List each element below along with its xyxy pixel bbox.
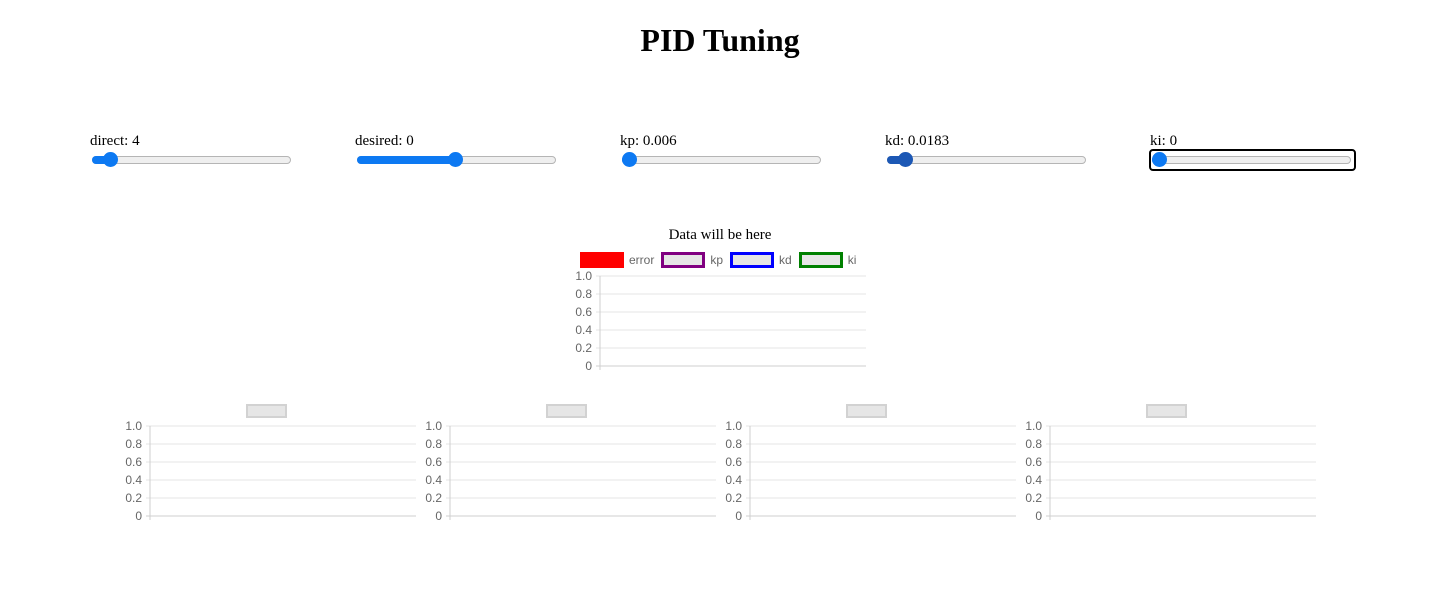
legend-label-kd: kd xyxy=(779,253,792,267)
chart-2-y-tick-label: 0.6 xyxy=(425,455,442,469)
legend-swatch-error xyxy=(580,252,624,268)
desired-slider[interactable] xyxy=(355,150,560,170)
chart-4-legend-swatch[interactable] xyxy=(1146,404,1187,418)
main-chart-title: Data will be here xyxy=(668,227,772,243)
kp-slider[interactable] xyxy=(620,150,825,170)
main-chart: 1.0 0.8 0.6 0.4 0.2 0 xyxy=(575,269,866,373)
legend-item-ki[interactable]: ki xyxy=(798,252,857,268)
slider-rail xyxy=(622,156,821,164)
ki-slider[interactable] xyxy=(1149,149,1356,171)
slider-label-direct: direct: 4 xyxy=(90,133,140,149)
slider-desired: desired: 0 xyxy=(355,132,560,170)
chart-1-y-tick-label: 0.4 xyxy=(125,473,142,487)
slider-thumb[interactable] xyxy=(102,152,118,167)
slider-rail xyxy=(1152,156,1351,164)
chart-4-y-tick-label: 1.0 xyxy=(1025,419,1042,433)
chart-3-y-tick-label: 0.8 xyxy=(725,437,742,451)
chart-4-y-tick-label: 0.6 xyxy=(1025,455,1042,469)
legend-swatch-kp xyxy=(661,252,706,268)
chart-0-y-tick-label: 0 xyxy=(585,359,592,373)
legend-label-ki: ki xyxy=(847,253,857,267)
chart-1-y-tick-label: 0.6 xyxy=(125,455,142,469)
legend-label-error: error xyxy=(629,253,655,267)
chart-2-y-tick-label: 0 xyxy=(435,509,442,523)
chart-2-y-tick-label: 0.8 xyxy=(425,437,442,451)
small-chart-3: 1.0 0.8 0.6 0.4 0.2 0 xyxy=(725,419,1016,523)
chart-3-y-tick-label: 0.2 xyxy=(725,491,742,505)
chart-0-y-tick-label: 0.4 xyxy=(575,323,592,337)
slider-label-kd: kd: 0.0183 xyxy=(885,133,950,149)
chart-1-y-tick-label: 0.2 xyxy=(125,491,142,505)
slider-thumb[interactable] xyxy=(448,152,463,167)
page-title: PID Tuning xyxy=(640,22,800,58)
slider-label-desired: desired: 0 xyxy=(355,133,414,149)
chart-1-legend-swatch[interactable] xyxy=(246,404,287,418)
chart-4-y-tick-label: 0.2 xyxy=(1025,491,1042,505)
small-chart-1: 1.0 0.8 0.6 0.4 0.2 0 xyxy=(125,419,416,523)
chart-1-y-tick-label: 0.8 xyxy=(125,437,142,451)
chart-1-y-tick-label: 0 xyxy=(135,509,142,523)
kd-slider[interactable] xyxy=(885,150,1090,170)
chart-1-y-tick-label: 1.0 xyxy=(125,419,142,433)
slider-kd: kd: 0.0183 xyxy=(885,132,1090,170)
chart-4-y-tick-label: 0.4 xyxy=(1025,473,1042,487)
slider-fill xyxy=(887,156,906,164)
direct-slider[interactable] xyxy=(90,150,295,170)
legend-swatch-kd xyxy=(730,252,775,268)
chart-0-y-tick-label: 0.8 xyxy=(575,287,592,301)
legend-item-kd[interactable]: kd xyxy=(730,252,792,268)
slider-kp: kp: 0.006 xyxy=(620,132,825,170)
chart-3-y-tick-label: 0.4 xyxy=(725,473,742,487)
legend-item-kp[interactable]: kp xyxy=(661,252,723,268)
small-chart-4: 1.0 0.8 0.6 0.4 0.2 0 xyxy=(1025,419,1316,523)
chart-3-y-tick-label: 0.6 xyxy=(725,455,742,469)
chart-2-y-tick-label: 0.4 xyxy=(425,473,442,487)
chart-0-y-tick-label: 0.6 xyxy=(575,305,592,319)
slider-thumb[interactable] xyxy=(1152,152,1167,167)
slider-direct: direct: 4 xyxy=(90,132,295,170)
slider-ki: ki: 0 xyxy=(1149,132,1356,171)
chart-0-y-tick-label: 1.0 xyxy=(575,269,592,283)
chart-3-y-tick-label: 0 xyxy=(735,509,742,523)
slider-rail xyxy=(92,156,291,164)
slider-fill xyxy=(357,156,456,164)
legend-swatch-ki xyxy=(798,252,843,268)
chart-3-y-tick-label: 1.0 xyxy=(725,419,742,433)
chart-0-y-tick-label: 0.2 xyxy=(575,341,592,355)
chart-4-y-tick-label: 0 xyxy=(1035,509,1042,523)
chart-3-legend-swatch[interactable] xyxy=(846,404,887,418)
chart-4-y-tick-label: 0.8 xyxy=(1025,437,1042,451)
slider-label-kp: kp: 0.006 xyxy=(620,133,677,149)
slider-thumb[interactable] xyxy=(622,152,637,167)
slider-fill xyxy=(92,156,111,164)
chart-2-y-tick-label: 1.0 xyxy=(425,419,442,433)
slider-rail xyxy=(887,156,1086,164)
small-chart-2: 1.0 0.8 0.6 0.4 0.2 0 xyxy=(425,419,716,523)
chart-2-legend-swatch[interactable] xyxy=(546,404,587,418)
slider-thumb[interactable] xyxy=(897,152,913,167)
legend-item-error[interactable]: error xyxy=(580,252,654,268)
main-chart-legend: error kp kd ki xyxy=(580,252,863,268)
legend-label-kp: kp xyxy=(710,253,724,267)
chart-2-y-tick-label: 0.2 xyxy=(425,491,442,505)
slider-label-ki: ki: 0 xyxy=(1150,133,1178,149)
